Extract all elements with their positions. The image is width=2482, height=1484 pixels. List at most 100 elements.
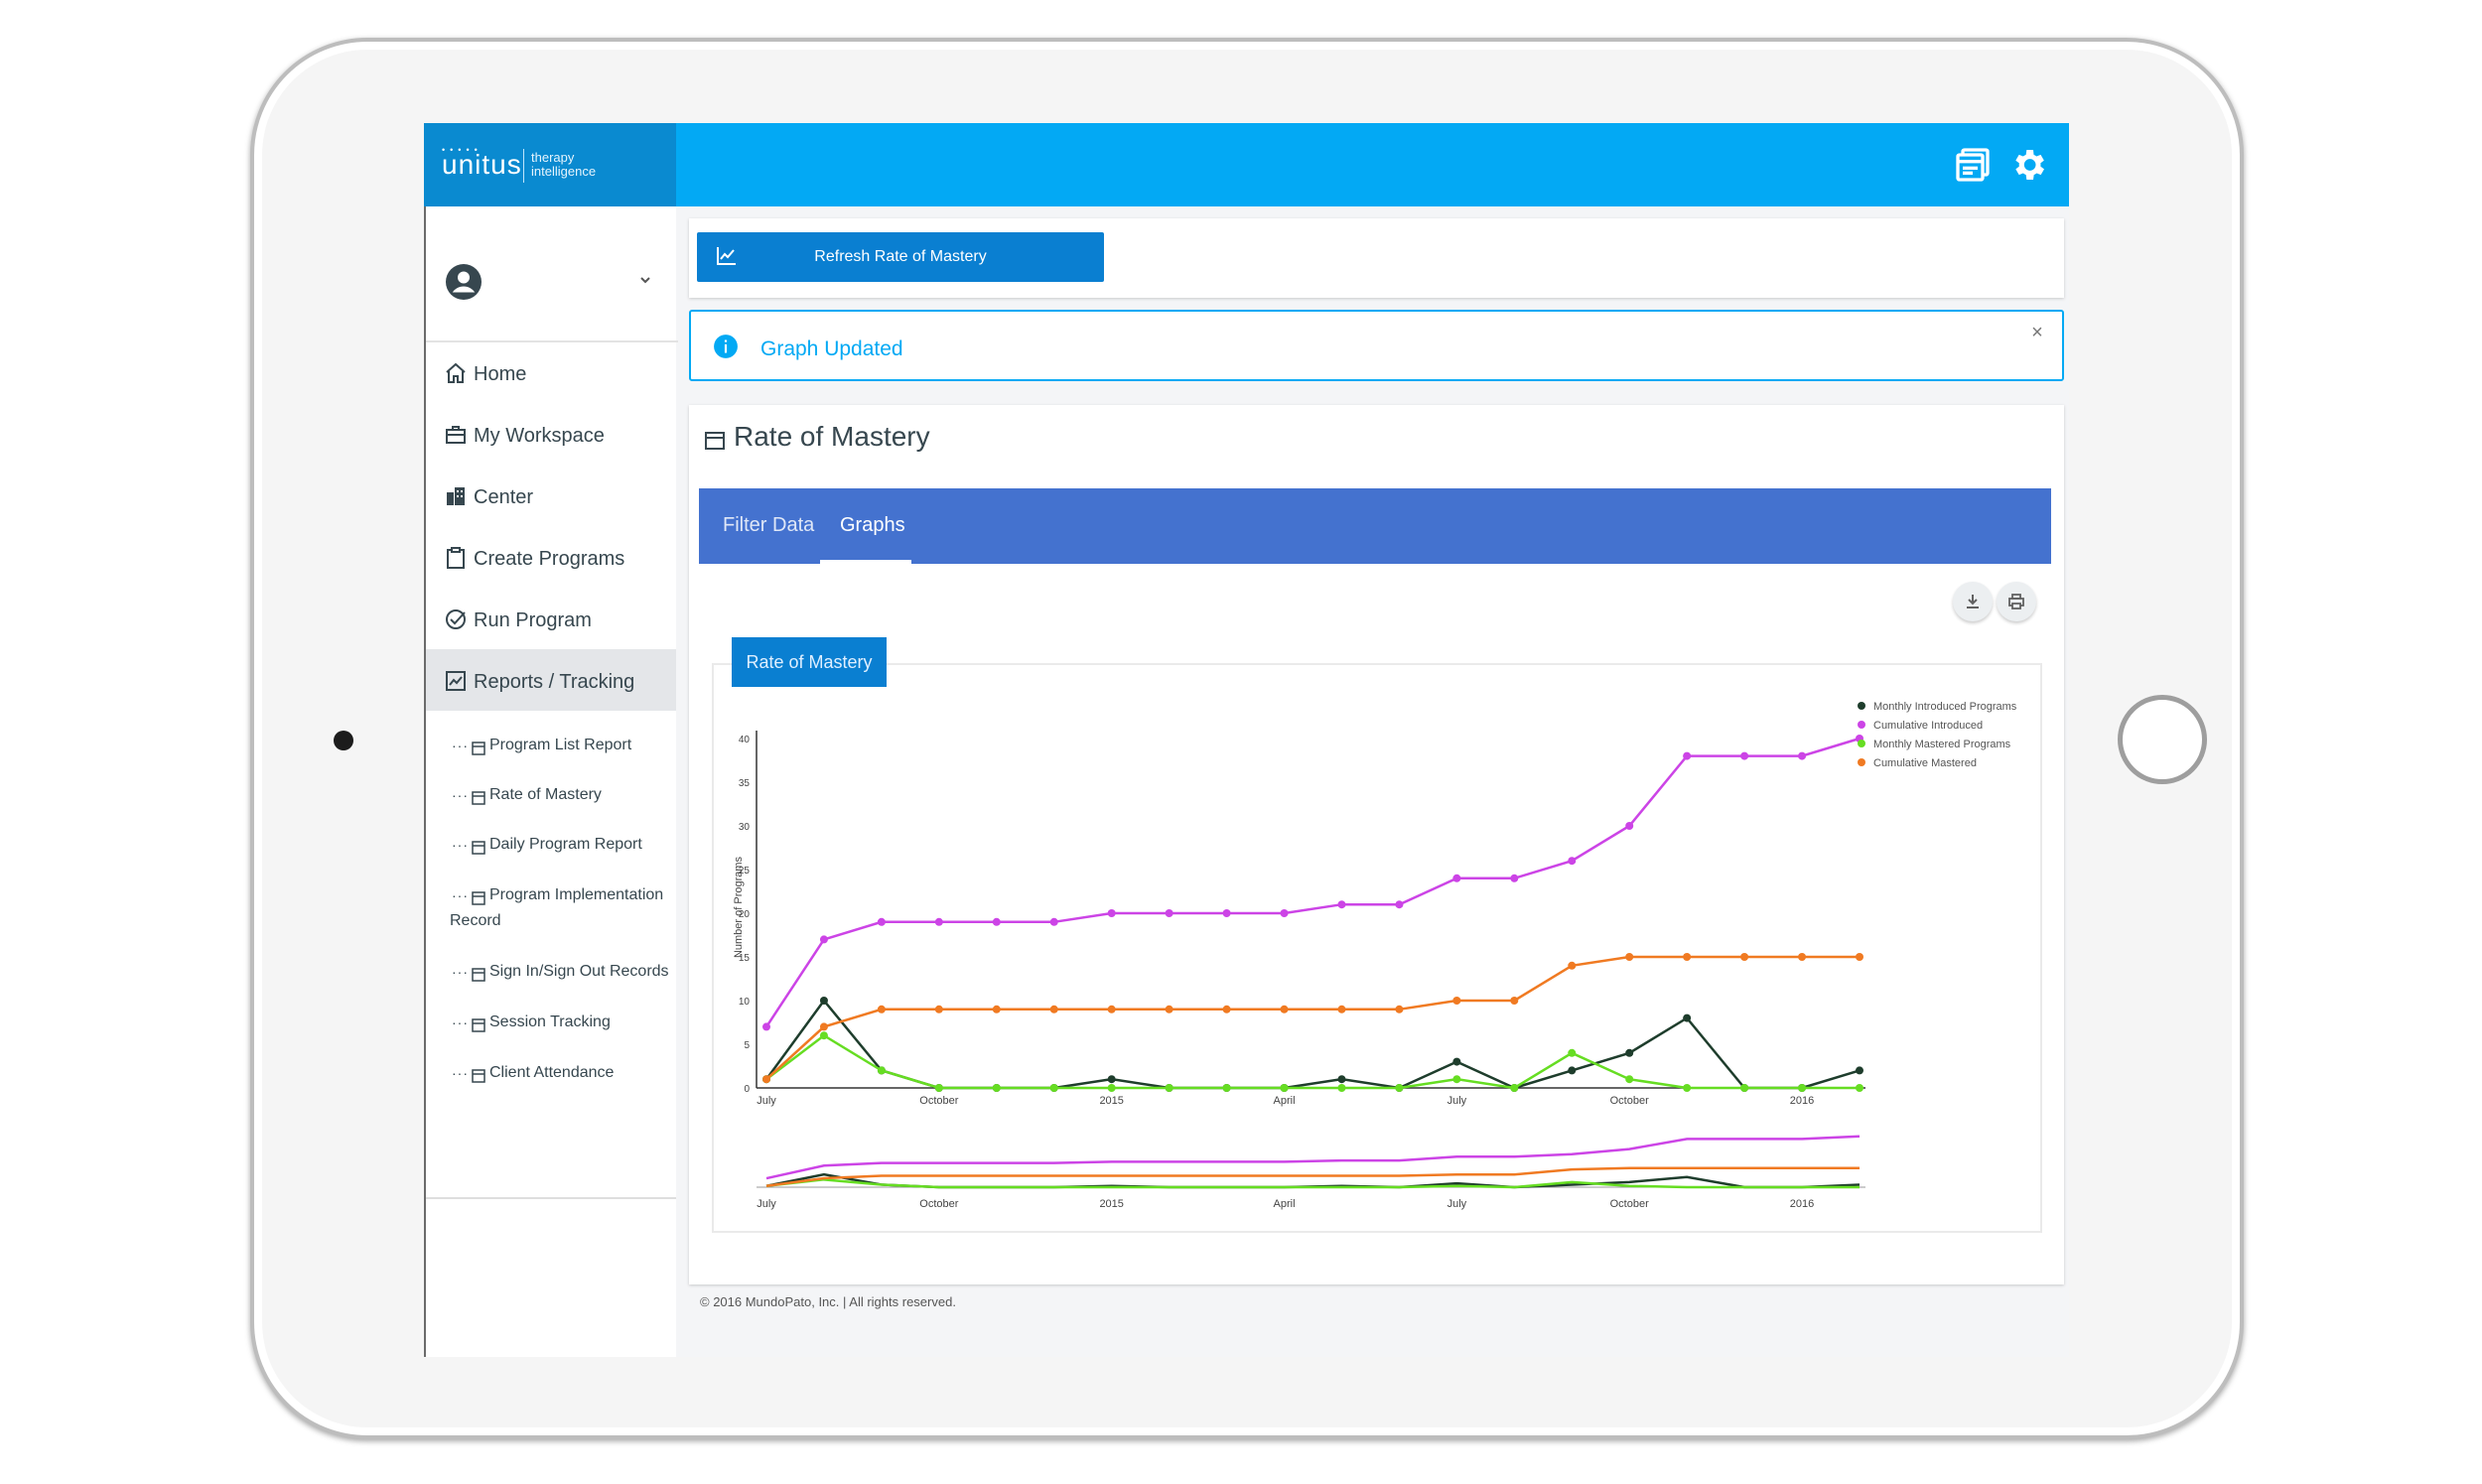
gear-icon[interactable] <box>2008 145 2048 185</box>
logo-subtitle-line1: therapy <box>531 150 575 165</box>
data-point <box>1395 900 1404 909</box>
report-icon <box>472 1066 485 1083</box>
sidebar-item-label: My Workspace <box>474 425 605 447</box>
data-point <box>1222 909 1231 917</box>
info-icon <box>713 334 739 359</box>
series-line-2 <box>765 1033 1860 1090</box>
data-point <box>819 997 828 1005</box>
navigator-x-tick-label: October <box>1610 1198 1649 1210</box>
chart-tab-rate-of-mastery[interactable]: Rate of Mastery <box>732 637 887 687</box>
data-point <box>1049 1005 1058 1013</box>
data-point <box>1625 1075 1634 1084</box>
top-bar: ••••• unitus therapy intelligence <box>424 123 2069 206</box>
data-point <box>877 1005 886 1013</box>
avatar-icon[interactable] <box>446 264 482 300</box>
tree-dots: ··· <box>452 738 469 753</box>
data-point <box>1510 997 1519 1005</box>
legend-marker <box>1858 758 1865 766</box>
x-tick-label: 2016 <box>1790 1095 1814 1107</box>
sidebar-item-center[interactable]: Center <box>426 465 676 526</box>
tree-dots: ··· <box>452 887 469 903</box>
sidebar: Home My Workspace Center Create Programs… <box>424 206 678 1357</box>
graph-updated-alert: Graph Updated × <box>689 310 2064 381</box>
close-icon[interactable]: × <box>2031 322 2043 343</box>
data-point <box>1798 953 1807 961</box>
data-point <box>1107 1084 1116 1092</box>
tree-dots: ··· <box>452 964 469 980</box>
sidebar-item-label: Run Program <box>474 609 592 631</box>
sidebar-divider <box>426 1197 676 1199</box>
logo[interactable]: ••••• unitus therapy intelligence <box>424 123 676 206</box>
y-tick-label: 20 <box>739 909 751 920</box>
window-stack-icon[interactable] <box>1953 145 1993 185</box>
sidebar-subitem-label: Program List Report <box>489 737 632 753</box>
data-point <box>819 935 828 944</box>
x-tick-label: October <box>919 1095 958 1107</box>
chevron-down-icon[interactable] <box>637 272 653 288</box>
tree-dots: ··· <box>452 787 469 803</box>
data-point <box>1107 1075 1116 1084</box>
sidebar-subitem-label: Client Attendance <box>489 1064 615 1081</box>
navigator-series-1 <box>765 1135 1861 1180</box>
page-title-text: Rate of Mastery <box>734 421 930 452</box>
data-point <box>1452 997 1461 1005</box>
refresh-button-label: Refresh Rate of Mastery <box>814 248 987 265</box>
data-point <box>1625 953 1634 961</box>
data-point <box>1222 1005 1231 1013</box>
data-point <box>1683 953 1692 961</box>
data-point <box>1452 874 1461 882</box>
data-point <box>1856 1066 1863 1075</box>
data-point <box>1683 1084 1692 1092</box>
data-point <box>1798 1084 1807 1092</box>
report-icon <box>472 739 485 755</box>
data-point <box>1280 1005 1289 1013</box>
navigator-x-tick-label: 2015 <box>1099 1198 1123 1210</box>
data-point <box>1165 1084 1173 1092</box>
sidebar-item-create-programs[interactable]: Create Programs <box>426 526 676 588</box>
refresh-rate-of-mastery-button[interactable]: Refresh Rate of Mastery <box>697 232 1104 282</box>
data-point <box>1107 1005 1116 1013</box>
legend-marker <box>1858 740 1865 747</box>
sidebar-item-home[interactable]: Home <box>426 341 676 403</box>
tab-filter-data[interactable]: Filter Data <box>723 514 815 536</box>
home-icon <box>444 361 468 385</box>
data-point <box>1049 1084 1058 1092</box>
data-point <box>1222 1084 1231 1092</box>
navigator-series-2 <box>765 1178 1860 1189</box>
camera-dot <box>334 731 353 750</box>
tablet-home-button[interactable] <box>2118 695 2207 784</box>
data-point <box>1049 917 1058 926</box>
data-point <box>934 917 943 926</box>
series-line-3 <box>765 955 1860 1081</box>
report-icon <box>472 888 485 905</box>
x-tick-label: July <box>757 1095 776 1107</box>
download-button[interactable] <box>1953 582 1993 621</box>
sidebar-item-label: Home <box>474 363 527 385</box>
sidebar-item-label: Create Programs <box>474 548 625 570</box>
data-point <box>1683 1013 1692 1022</box>
series-line-0 <box>764 998 1861 1090</box>
tab-graphs[interactable]: Graphs <box>840 514 905 536</box>
report-icon <box>472 965 485 982</box>
sidebar-subitem-label: Session Tracking <box>489 1013 611 1030</box>
data-point <box>819 1022 828 1031</box>
y-tick-label: 5 <box>744 1040 750 1051</box>
sidebar-item-label: Reports / Tracking <box>474 671 635 693</box>
sidebar-item-my-workspace[interactable]: My Workspace <box>426 403 676 465</box>
sidebar-item-run-program[interactable]: Run Program <box>426 588 676 649</box>
data-point <box>1452 1057 1461 1066</box>
data-point <box>1280 1084 1289 1092</box>
sidebar-item-reports-tracking[interactable]: Reports / Tracking <box>426 649 676 711</box>
sidebar-subitem-program-implementation-record[interactable]: ··· Program Implementation Record <box>426 882 676 934</box>
navigator-x-tick-label: 2016 <box>1790 1198 1814 1210</box>
data-point <box>762 1075 770 1084</box>
data-point <box>762 1022 770 1031</box>
tree-dots: ··· <box>452 1014 469 1030</box>
navigator-series-3 <box>765 1166 1860 1187</box>
user-menu[interactable] <box>426 206 678 342</box>
data-point <box>1568 857 1577 866</box>
tab-bar: Filter Data Graphs <box>699 488 2051 564</box>
print-button[interactable] <box>1997 582 2036 621</box>
alert-text: Graph Updated <box>760 337 903 360</box>
data-point <box>1856 1084 1863 1092</box>
